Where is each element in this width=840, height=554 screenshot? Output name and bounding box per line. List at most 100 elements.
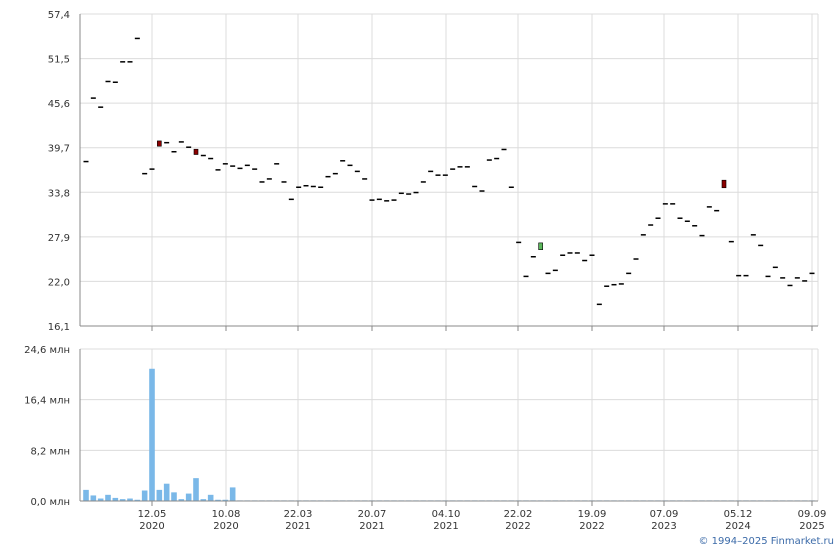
- candle-mark: [794, 277, 800, 279]
- x-tick-year: 2022: [579, 521, 604, 532]
- candle-mark: [376, 198, 382, 201]
- candle-mark: [450, 168, 456, 170]
- candle-mark: [516, 241, 522, 244]
- candle-mark: [259, 181, 265, 183]
- volume-bar: [207, 494, 214, 501]
- volume-bar: [193, 478, 199, 501]
- candle-mark: [318, 186, 324, 188]
- axis-layer: 57,4 51,5 45,6 39,7 33,8 27,9 22,0 16,1 24,6 млн…: [24, 10, 826, 532]
- candle-mark: [237, 167, 243, 170]
- candle-mark: [442, 174, 448, 176]
- candle-mark: [354, 170, 360, 173]
- candle-down: [721, 179, 727, 189]
- candle-mark: [142, 172, 148, 175]
- candle-mark: [640, 234, 646, 236]
- candle-mark: [626, 272, 632, 275]
- candle-mark: [802, 280, 808, 282]
- volume-bar: [83, 489, 89, 501]
- candle-mark: [655, 217, 661, 219]
- candle-up: [538, 242, 543, 250]
- candle-mark: [288, 198, 294, 201]
- volume-tick-label: 8,2 млн: [30, 446, 70, 457]
- volume-bar: [127, 498, 133, 501]
- candle-mark: [787, 284, 793, 287]
- x-tick-year: 2021: [433, 521, 458, 532]
- candle-mark: [90, 97, 96, 99]
- candle-mark: [215, 169, 221, 171]
- price-tick-label: 57,4: [48, 10, 70, 21]
- x-tick-year: 2023: [651, 521, 676, 532]
- candle-down: [157, 140, 162, 147]
- candle-mark: [662, 203, 668, 205]
- candle-mark: [347, 164, 353, 167]
- volume-bar: [185, 493, 192, 501]
- x-tick-date: 20.07: [358, 509, 387, 520]
- candle-mark: [589, 254, 595, 256]
- candle-mark: [332, 172, 338, 175]
- candle-mark: [736, 274, 742, 277]
- candle-mark: [384, 200, 390, 202]
- candle-mark: [486, 159, 492, 161]
- candle-mark: [274, 163, 280, 165]
- volume-bar: [134, 499, 141, 501]
- x-tick-date: 19.09: [578, 509, 607, 520]
- candle-mark: [772, 266, 778, 269]
- x-tick-date: 12.05: [138, 509, 167, 520]
- candle-mark: [743, 274, 749, 277]
- candle-mark: [552, 269, 558, 272]
- candle-mark: [714, 209, 720, 212]
- candle-mark: [340, 160, 346, 162]
- candle-mark: [765, 275, 771, 278]
- candle-mark: [420, 181, 426, 183]
- candle-mark: [398, 192, 404, 195]
- x-tick-date: 22.03: [284, 509, 313, 520]
- candle-mark: [164, 141, 170, 144]
- candle-mark: [296, 186, 302, 188]
- x-tick-date: 04.10: [432, 509, 461, 520]
- candle-mark: [618, 283, 624, 285]
- volume-bar: [171, 492, 177, 501]
- candle-mark: [523, 275, 529, 278]
- candle-mark: [120, 61, 126, 63]
- candle-mark: [677, 217, 683, 219]
- price-tick-label: 16,1: [48, 322, 70, 333]
- candle-mark: [310, 185, 316, 188]
- candle-mark: [457, 166, 463, 168]
- candle-mark: [186, 146, 192, 148]
- volume-tick-label: 0,0 млн: [30, 497, 70, 508]
- copyright-credit[interactable]: © 1994–2025 Finmarket.ru: [698, 536, 834, 547]
- volume-tick-label: 16,4 млн: [24, 396, 70, 407]
- x-tick-year: 2020: [139, 521, 164, 532]
- candle-mark: [501, 148, 507, 151]
- price-tick-label: 33,8: [48, 188, 70, 199]
- price-tick-label: 45,6: [48, 99, 70, 110]
- candle-mark: [200, 154, 206, 157]
- volume-tick-label: 24,6 млн: [24, 345, 70, 356]
- x-tick-year: 2025: [799, 521, 824, 532]
- candle-mark: [222, 163, 228, 165]
- candle-down: [193, 148, 199, 155]
- candle-mark: [780, 277, 786, 279]
- candle-mark: [582, 259, 588, 262]
- candle-mark: [508, 186, 514, 188]
- price-tick-label: 27,9: [48, 233, 70, 244]
- x-tick-date: 07.09: [650, 509, 679, 520]
- candle-mark: [670, 203, 676, 205]
- x-tick-year: 2021: [359, 521, 384, 532]
- candle-mark: [406, 193, 412, 195]
- volume-bar: [90, 495, 97, 501]
- candle-mark: [208, 157, 214, 160]
- x-tick-date: 09.09: [798, 509, 827, 520]
- candle-mark: [362, 178, 368, 180]
- x-tick-year: 2020: [213, 521, 238, 532]
- candle-mark: [244, 164, 250, 167]
- candle-mark: [281, 181, 287, 183]
- candle-mark: [648, 224, 654, 226]
- candle-mark: [611, 283, 617, 286]
- candle-mark: [252, 168, 258, 170]
- candle-mark: [560, 254, 566, 256]
- candle-mark: [413, 191, 419, 194]
- volume-bar: [215, 499, 221, 501]
